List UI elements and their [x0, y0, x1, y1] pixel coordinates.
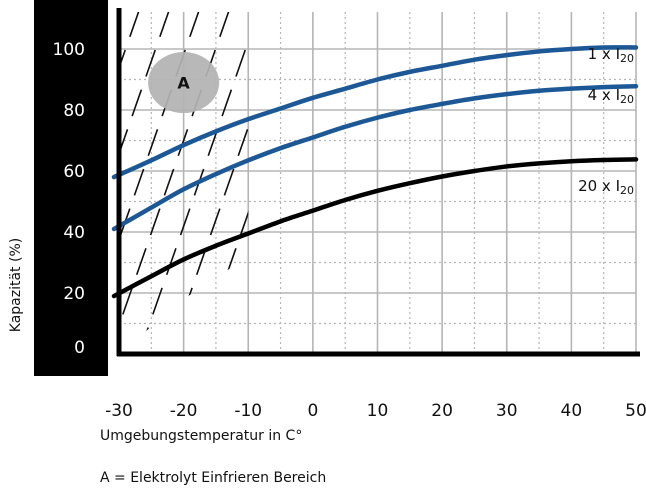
- x-tick-label: -30: [105, 401, 133, 421]
- x-tick-label: -20: [170, 401, 198, 421]
- y-tick-labels: 0 20 40 60 80 100: [53, 40, 85, 358]
- y-tick-label: 60: [63, 162, 85, 182]
- y-axis-band: [34, 0, 108, 376]
- hatch-stroke: [289, 0, 419, 354]
- x-tick-label: 40: [561, 401, 583, 421]
- hatch-stroke: [168, 12, 249, 354]
- series-line-3: [111, 157, 639, 299]
- axes: [116, 8, 640, 357]
- series-lines: [111, 45, 639, 299]
- series-label-3: 20 x I20: [578, 177, 634, 197]
- freeze-region-ellipse: [148, 52, 220, 114]
- x-tick-label: -10: [234, 401, 262, 421]
- freeze-region-marker: A: [148, 52, 220, 114]
- x-axis-label: Umgebungstemperatur in C°: [100, 428, 303, 444]
- y-tick-label: 40: [63, 223, 85, 243]
- x-tick-label: 20: [431, 401, 453, 421]
- y-tick-label: 0: [74, 338, 85, 358]
- y-tick-label: 80: [63, 101, 85, 121]
- hatch-stroke: [439, 0, 569, 354]
- region-note: A = Elektrolyt Einfrieren Bereich: [100, 470, 327, 486]
- y-tick-label: 20: [63, 284, 85, 304]
- x-tick-label: 0: [307, 401, 318, 421]
- series-line-1: [111, 45, 639, 180]
- series-line-2: [111, 83, 639, 232]
- hatch-stroke: [198, 12, 249, 354]
- freeze-region-hatching: [119, 0, 569, 354]
- hatch-stroke: [259, 0, 389, 354]
- y-tick-label: 100: [53, 40, 85, 60]
- x-tick-labels: -30 -20 -10 0 10 20 30 40 50: [105, 401, 646, 421]
- y-axis-label: Kapazität (%): [8, 237, 24, 333]
- hatch-stroke: [138, 12, 249, 354]
- x-tick-label: 50: [625, 401, 646, 421]
- x-tick-label: 30: [496, 401, 518, 421]
- hatch-stroke: [119, 12, 240, 354]
- series-label-2: 4 x I20: [588, 86, 634, 106]
- hatch-stroke: [349, 0, 479, 354]
- x-tick-label: 10: [367, 401, 389, 421]
- freeze-region-label: A: [177, 74, 190, 93]
